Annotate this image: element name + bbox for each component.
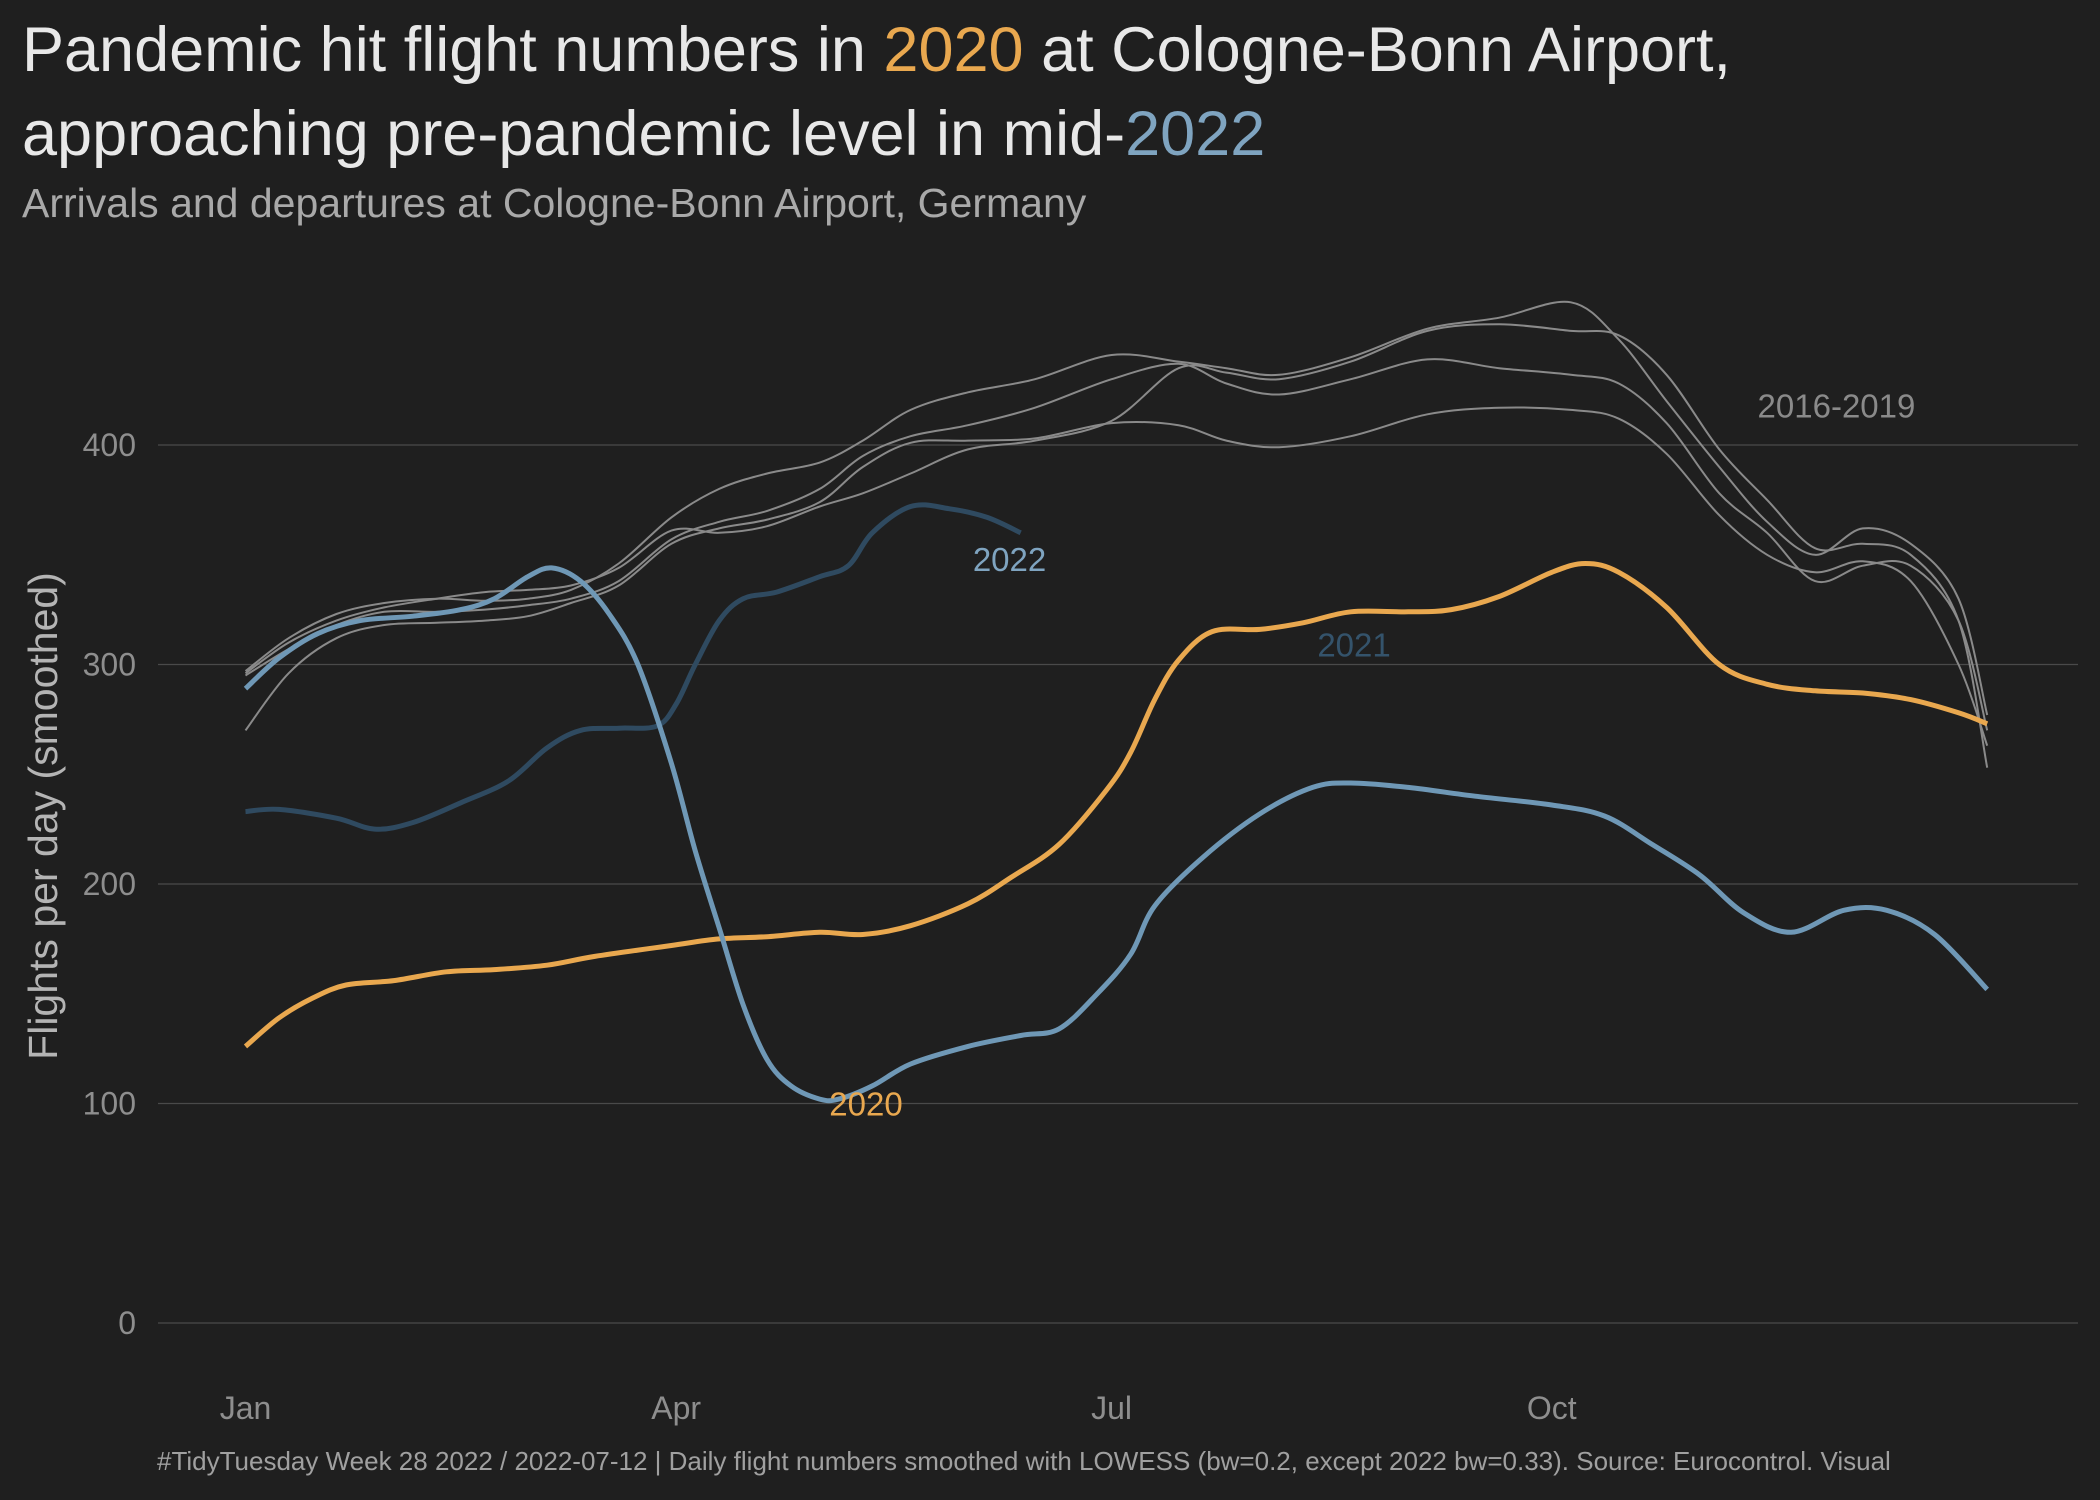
series-label-2021: 2021 (1317, 627, 1390, 664)
series-line-2017 (244, 323, 1989, 768)
title-highlight-2020: 2020 (883, 15, 1024, 85)
x-tick-label: Oct (1527, 1390, 1577, 1426)
series-line-2020 (243, 561, 1989, 1049)
y-tick-label: 400 (83, 427, 136, 463)
series-line-2019 (244, 358, 1989, 731)
chart-title: Pandemic hit flight numbers in 2020 at C… (22, 8, 2082, 176)
title-text-3: approaching pre-pandemic level in mid- (22, 99, 1126, 169)
series-line-2022 (243, 565, 1990, 1104)
y-tick-label: 200 (83, 866, 136, 902)
series-line-2018 (244, 300, 1989, 716)
series-label-2020: 2020 (829, 1086, 902, 1123)
chart-subtitle: Arrivals and departures at Cologne-Bonn … (22, 180, 1087, 226)
series-label-2022: 2022 (973, 541, 1046, 578)
y-tick-label: 100 (83, 1086, 136, 1122)
series-label-2016-2019: 2016-2019 (1758, 387, 1916, 424)
y-tick-label: 0 (118, 1305, 136, 1341)
series-line-2021 (245, 502, 1022, 832)
x-tick-label: Apr (651, 1390, 701, 1426)
title-text-1: Pandemic hit flight numbers in (22, 15, 884, 85)
x-tick-label: Jan (220, 1390, 272, 1426)
chart-caption: #TidyTuesday Week 28 2022 / 2022-07-12 |… (157, 1446, 1891, 1476)
x-tick-label: Jul (1091, 1390, 1132, 1426)
title-highlight-2022: 2022 (1125, 99, 1266, 169)
y-tick-label: 300 (83, 647, 136, 683)
y-axis-label: Flights per day (smoothed) (20, 572, 66, 1060)
title-text-2: at Cologne-Bonn Airport, (1023, 15, 1732, 85)
